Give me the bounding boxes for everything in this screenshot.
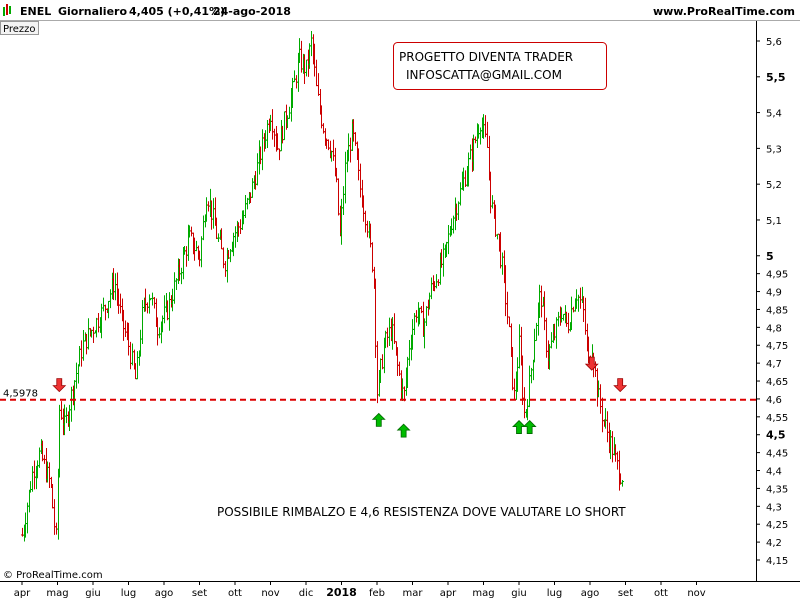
y-tick-label: 5,6 [766,37,782,48]
header-last-price: 4,405 (+0,41%) [129,5,225,18]
arrow-down-icon [52,378,67,393]
arrow-down-icon [584,356,599,371]
x-tick-label: ott [228,588,242,599]
annotation-line-1: PROGETTO DIVENTA TRADER [399,50,573,64]
panel-label-box[interactable] [0,21,39,35]
x-tick-label: nov [687,588,705,599]
x-tick-label: apr [440,588,457,599]
y-tick-label: 4,65 [766,377,788,388]
x-tick-label: 2018 [326,586,357,599]
annotation-bottom-text: POSSIBILE RIMBALZO E 4,6 RESISTENZA DOVE… [217,505,626,519]
y-tick-label: 4,4 [766,467,782,478]
support-line-group: 4,5978 [0,389,756,401]
y-tick-label: 5,3 [766,144,782,155]
y-tick-label: 4,15 [766,556,788,567]
y-tick-label: 4,25 [766,520,788,531]
header-date: 24-ago-2018 [213,5,291,18]
x-tick-label: giu [511,588,526,599]
header-website[interactable]: www.ProRealTime.com [653,5,795,18]
x-tick-label: set [192,588,207,599]
y-tick-label: 4,75 [766,341,788,352]
y-tick-label: 4,85 [766,305,788,316]
x-tick-label: lug [121,588,136,599]
annotation-box [393,42,607,90]
x-tick-label: ago [155,588,174,599]
arrow-up-icon [522,419,537,434]
panel-label: Prezzo [3,24,36,35]
y-tick-label: 4,9 [766,288,782,299]
x-tick-label: feb [369,588,385,599]
signal-arrows [52,356,628,438]
y-tick-label: 5,5 [766,71,786,84]
copyright-text: © ProRealTime.com [3,570,103,581]
y-tick-label: 4,3 [766,502,782,513]
x-tick-label: nov [261,588,279,599]
header-symbol: ENEL [20,5,51,18]
ohlc-bar [621,480,624,487]
x-axis: apr mag giu lug ago set ott nov dic 2018 feb mar apr… [14,581,706,599]
y-tick-label: 5 [766,250,774,263]
x-tick-label: dic [299,588,314,599]
y-tick-label: 4,35 [766,484,788,495]
x-tick-label: mag [46,588,68,599]
y-tick-label: 4,55 [766,413,788,424]
ohlc-bars [21,30,624,542]
arrow-up-icon [371,412,386,427]
x-tick-label: giu [85,588,100,599]
support-line-label: 4,5978 [3,389,38,400]
x-tick-label: set [618,588,633,599]
x-tick-label: apr [14,588,31,599]
y-tick-label: 4,95 [766,270,788,281]
x-tick-label: lug [547,588,562,599]
y-tick-label: 4,45 [766,449,788,460]
y-tick-label: 4,7 [766,359,782,370]
arrow-up-icon [396,423,411,438]
y-tick-label: 5,2 [766,180,782,191]
y-tick-label: 4,5 [766,429,786,442]
x-tick-label: ago [581,588,600,599]
annotation-line-2: INFOSCATTA@GMAIL.COM [406,68,562,82]
x-tick-label: mag [472,588,494,599]
x-tick-label: ott [654,588,668,599]
header-timeframe: Giornaliero [58,5,127,18]
arrow-down-icon [613,378,628,393]
y-axis: 5,6 5,5 5,4 5,3 5,2 5,1 5 4,95 4,9 4,85 4,8 4,75 4,7… [756,37,788,567]
y-tick-label: 5,1 [766,216,782,227]
y-tick-label: 4,6 [766,395,782,406]
header-candle-icon [3,4,11,16]
y-tick-label: 4,2 [766,538,782,549]
y-tick-label: 4,8 [766,323,782,334]
x-tick-label: mar [403,588,424,599]
y-tick-label: 5,4 [766,109,782,120]
